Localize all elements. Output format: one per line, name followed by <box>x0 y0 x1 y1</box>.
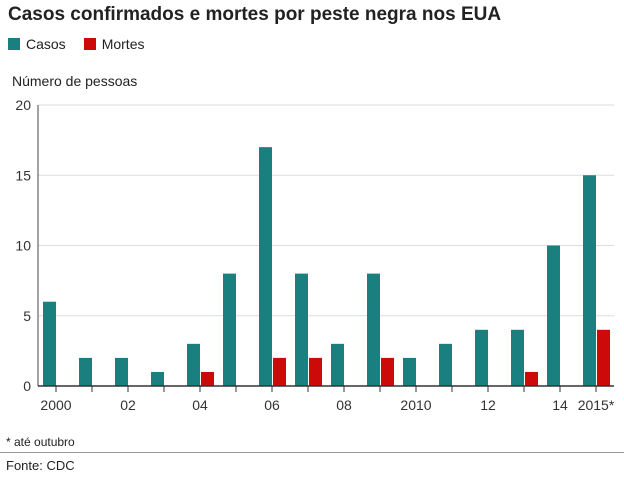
source: Fonte: CDC <box>6 458 75 473</box>
bar-mortes-2007 <box>309 357 322 386</box>
bar-mortes-2006 <box>273 357 286 386</box>
x-tick-label-2000: 2000 <box>40 397 71 413</box>
legend: Casos Mortes <box>8 36 162 52</box>
bar-casos-2004 <box>187 343 200 386</box>
bar-casos-2005 <box>223 273 236 386</box>
legend-item-mortes: Mortes <box>83 36 145 52</box>
bar-casos-2006 <box>259 147 272 386</box>
y-tick-label-20: 20 <box>15 97 31 113</box>
legend-label-mortes: Mortes <box>101 36 145 52</box>
y-tick-label-0: 0 <box>23 378 31 394</box>
x-tick-label-2008: 08 <box>336 397 352 413</box>
x-tick-label-2002: 02 <box>120 397 136 413</box>
legend-label-casos: Casos <box>26 36 66 52</box>
bar-casos-2009 <box>367 273 380 386</box>
y-tick-label-5: 5 <box>23 308 31 324</box>
bar-casos-2000 <box>43 301 56 386</box>
x-tick-label-2014: 14 <box>552 397 568 413</box>
footer-divider <box>0 452 624 453</box>
bar-casos-2010 <box>403 357 416 386</box>
bar-casos-2003 <box>151 371 164 386</box>
chart-title: Casos confirmados e mortes por peste neg… <box>8 4 502 25</box>
x-tick-label-2004: 04 <box>192 397 208 413</box>
y-tick-label-10: 10 <box>15 238 31 254</box>
bar-casos-2011 <box>439 343 452 386</box>
x-tick-label-2015: 2015* <box>578 397 615 413</box>
bar-casos-2014 <box>547 245 560 386</box>
legend-swatch-mortes <box>83 38 96 50</box>
bar-casos-2001 <box>79 357 92 386</box>
bar-chart: 0 5 10 15 20 2000 02 04 06 08 2010 12 14 2015* <box>15 97 615 413</box>
y-tick-label-15: 15 <box>15 167 31 183</box>
legend-swatch-casos <box>8 38 20 50</box>
bar-casos-2007 <box>295 273 308 386</box>
bar-mortes-2015 <box>597 329 610 386</box>
x-tick-label-2006: 06 <box>264 397 280 413</box>
bar-casos-2002 <box>115 357 128 386</box>
bar-casos-2012 <box>475 329 488 386</box>
bar-casos-2008 <box>331 343 344 386</box>
bar-mortes-2004 <box>201 371 214 386</box>
footnote: * até outubro <box>6 435 75 449</box>
bar-casos-2015 <box>583 175 596 386</box>
legend-item-casos: Casos <box>8 36 66 52</box>
bar-casos-2013 <box>511 329 524 386</box>
x-tick-label-2012: 12 <box>480 397 496 413</box>
bar-mortes-2013 <box>525 371 538 386</box>
x-tick-label-2010: 2010 <box>400 397 431 413</box>
bar-mortes-2009 <box>381 357 394 386</box>
y-axis-label: Número de pessoas <box>12 73 138 89</box>
